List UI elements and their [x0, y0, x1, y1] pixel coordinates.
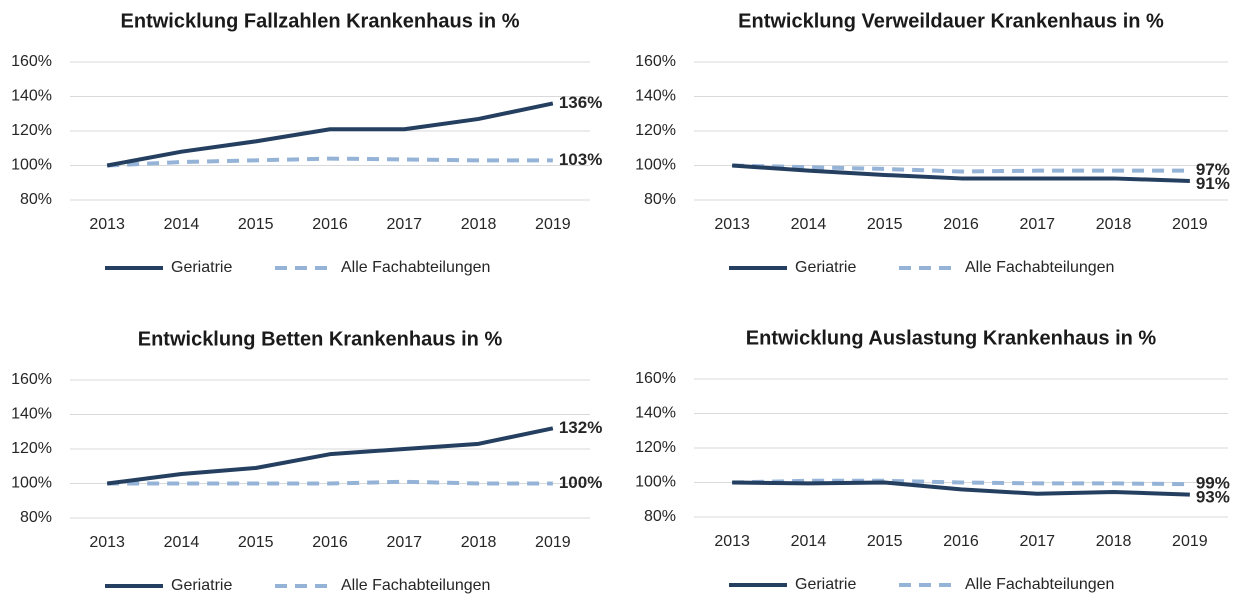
value-label: 93% — [1196, 488, 1230, 507]
y-tick-label: 120% — [11, 122, 52, 139]
x-tick-label: 2018 — [461, 534, 497, 551]
x-tick-label: 2019 — [535, 216, 571, 233]
series-line — [732, 163, 1190, 184]
y-tick-label: 140% — [635, 88, 676, 105]
y-tick-label: 80% — [644, 191, 676, 208]
x-tick-label: 2017 — [386, 534, 422, 551]
legend-label: Alle Fachabteilungen — [341, 259, 490, 276]
y-tick-label: 80% — [20, 191, 52, 208]
y-tick-label: 120% — [635, 439, 676, 456]
y-tick-label: 100% — [11, 475, 52, 492]
x-tick-label: 2013 — [714, 533, 750, 550]
value-label: 99% — [1196, 474, 1230, 493]
legend-label: Alle Fachabteilungen — [341, 577, 490, 594]
chart-title: Entwicklung Auslastung Krankenhaus in % — [746, 327, 1157, 349]
legend-label: Geriatrie — [171, 577, 232, 594]
x-tick-label: 2014 — [164, 534, 200, 551]
x-tick-label: 2017 — [1019, 216, 1055, 233]
value-label: 103% — [559, 150, 602, 169]
x-tick-label: 2019 — [535, 534, 571, 551]
series-line — [107, 156, 553, 168]
chart-title: Entwicklung Betten Krankenhaus in % — [138, 328, 503, 350]
x-tick-label: 2018 — [1096, 216, 1132, 233]
series-line — [106, 101, 554, 168]
chart-title: Entwicklung Verweildauer Krankenhaus in … — [738, 10, 1164, 32]
y-tick-label: 160% — [11, 53, 52, 70]
y-tick-label: 100% — [635, 474, 676, 491]
y-tick-label: 140% — [635, 405, 676, 422]
legend-label: Geriatrie — [795, 259, 856, 276]
x-tick-label: 2016 — [312, 216, 348, 233]
series-line — [732, 478, 1190, 487]
legend-label: Geriatrie — [795, 576, 856, 593]
series-line — [732, 163, 1190, 174]
y-tick-label: 140% — [11, 406, 52, 423]
value-label: 136% — [559, 93, 602, 112]
x-tick-label: 2015 — [238, 216, 274, 233]
x-tick-label: 2017 — [386, 216, 422, 233]
x-tick-label: 2013 — [89, 534, 125, 551]
legend-label: Alle Fachabteilungen — [965, 576, 1114, 593]
x-tick-label: 2018 — [461, 216, 497, 233]
x-tick-label: 2013 — [89, 216, 125, 233]
y-tick-label: 140% — [11, 88, 52, 105]
x-tick-label: 2014 — [791, 533, 827, 550]
value-label: 97% — [1196, 160, 1230, 179]
y-tick-label: 160% — [11, 371, 52, 388]
chart-title: Entwicklung Fallzahlen Krankenhaus in % — [121, 10, 520, 32]
y-tick-label: 160% — [635, 370, 676, 387]
legend-label: Alle Fachabteilungen — [965, 259, 1114, 276]
chart: Entwicklung Betten Krankenhaus in % 80% 10… — [11, 328, 602, 594]
x-tick-label: 2016 — [943, 216, 979, 233]
value-label: 100% — [559, 473, 602, 492]
series-line — [106, 426, 554, 486]
value-label: 132% — [559, 418, 602, 437]
x-tick-label: 2015 — [867, 533, 903, 550]
value-label: 91% — [1196, 174, 1230, 193]
series-line — [107, 479, 553, 486]
x-tick-label: 2019 — [1172, 216, 1208, 233]
legend-label: Geriatrie — [171, 259, 232, 276]
x-tick-label: 2017 — [1019, 533, 1055, 550]
x-tick-label: 2014 — [164, 216, 200, 233]
y-tick-label: 100% — [11, 157, 52, 174]
x-tick-label: 2014 — [791, 216, 827, 233]
y-tick-label: 120% — [635, 122, 676, 139]
y-tick-label: 160% — [635, 53, 676, 70]
y-tick-label: 80% — [644, 508, 676, 525]
y-tick-label: 80% — [20, 509, 52, 526]
y-tick-label: 120% — [11, 440, 52, 457]
series-line — [732, 480, 1190, 497]
x-tick-label: 2013 — [714, 216, 750, 233]
x-tick-label: 2016 — [943, 533, 979, 550]
chart: Entwicklung Verweildauer Krankenhaus in … — [635, 10, 1230, 276]
x-tick-label: 2018 — [1096, 533, 1132, 550]
x-tick-label: 2016 — [312, 534, 348, 551]
chart: Entwicklung Auslastung Krankenhaus in % 8… — [635, 327, 1230, 593]
chart: Entwicklung Fallzahlen Krankenhaus in % 8… — [11, 10, 602, 276]
y-tick-label: 100% — [635, 157, 676, 174]
x-tick-label: 2019 — [1172, 533, 1208, 550]
x-tick-label: 2015 — [867, 216, 903, 233]
x-tick-label: 2015 — [238, 534, 274, 551]
